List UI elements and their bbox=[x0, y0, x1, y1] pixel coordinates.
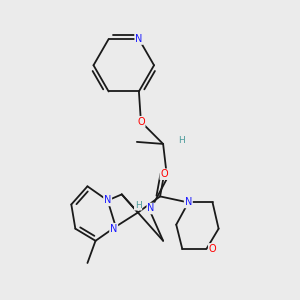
Text: H: H bbox=[135, 201, 142, 210]
Text: N: N bbox=[110, 224, 117, 234]
Text: N: N bbox=[135, 34, 142, 44]
Text: N: N bbox=[184, 197, 192, 208]
Text: N: N bbox=[104, 195, 111, 206]
Text: O: O bbox=[209, 244, 216, 254]
Text: N: N bbox=[147, 203, 155, 214]
Text: O: O bbox=[160, 169, 168, 179]
Text: H: H bbox=[178, 136, 184, 145]
Text: O: O bbox=[137, 117, 145, 127]
